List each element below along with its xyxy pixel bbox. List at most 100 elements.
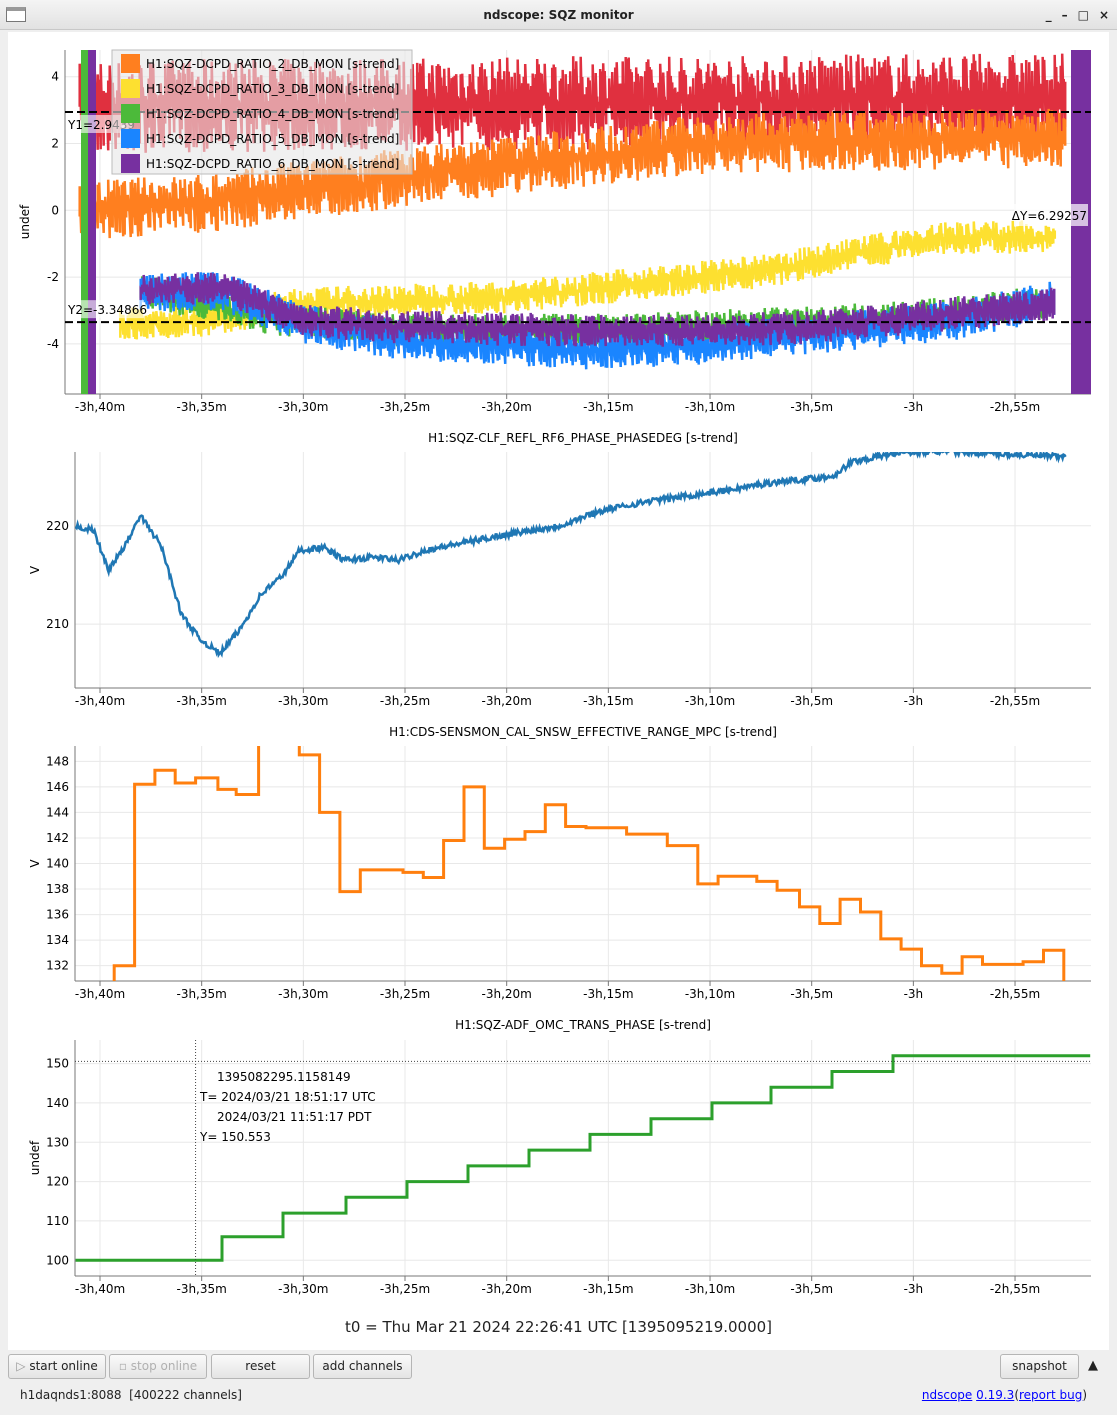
x-tick-label: -3h,35m	[176, 400, 226, 414]
y-tick-label: 136	[46, 908, 69, 922]
x-tick-label: -3h,35m	[176, 987, 226, 1001]
crosshair-pdt: 2024/03/21 11:51:17 PDT	[217, 1110, 372, 1124]
series-group	[75, 1054, 1091, 1262]
play-icon: ▷	[16, 1359, 30, 1373]
cursor-label-y2: Y2=-3.34866	[67, 303, 147, 317]
series-trace	[75, 452, 1067, 659]
y-axis-label: undef	[18, 204, 32, 239]
version-link[interactable]: 0.19.3	[976, 1388, 1015, 1402]
legend-swatch	[121, 54, 140, 73]
y-tick-label: 0	[51, 203, 59, 217]
x-tick-label: -2h,55m	[990, 1282, 1040, 1296]
collapse-arrow-icon[interactable]: ▲	[1088, 1358, 1098, 1373]
x-tick-label: -3h,15m	[583, 1282, 633, 1296]
plot-title: H1:SQZ-CLF_REFL_RF6_PHASE_PHASEDEG [s-tr…	[428, 431, 738, 445]
legend-box	[111, 49, 413, 175]
x-tick-label: -3h,15m	[583, 694, 633, 708]
y-tick-label: -4	[47, 337, 59, 351]
edge-spike	[81, 50, 89, 394]
paren: )	[1082, 1388, 1087, 1402]
x-tick-label: -2h,55m	[990, 694, 1040, 708]
x-tick-label: -3h,5m	[790, 1282, 833, 1296]
window-title: ndscope: SQZ monitor	[483, 8, 634, 22]
y-tick-label: 140	[46, 857, 69, 871]
server-status: h1daqnds1:8088 [400222 channels]	[20, 1388, 242, 1402]
x-tick-label: -3h,25m	[380, 987, 430, 1001]
delta-label-bg	[1014, 204, 1088, 226]
series-group	[75, 452, 1067, 659]
y-tick-label: -2	[47, 270, 59, 284]
y-tick-label: 140	[46, 1096, 69, 1110]
crosshair-utc: T= 2024/03/21 18:51:17 UTC	[199, 1090, 376, 1104]
x-tick-label: -3h,20m	[482, 987, 532, 1001]
maximize-button[interactable]: □	[1077, 8, 1089, 22]
y-axis-label: V	[28, 859, 42, 868]
y-axis-label: V	[28, 565, 42, 574]
x-tick-label: -3h,35m	[176, 694, 226, 708]
cursor-label-bg	[66, 300, 144, 319]
y-tick-label: 210	[46, 617, 69, 631]
x-tick-label: -3h,10m	[685, 400, 735, 414]
x-tick-label: -3h,5m	[790, 694, 833, 708]
ndscope-link[interactable]: ndscope	[921, 1388, 973, 1402]
stop-online-button: ▫ stop online	[109, 1354, 207, 1379]
plot-1: -3h,40m -3h,35m -3h,30m -3h,25m -3h,20m -3h,1…	[18, 49, 1091, 414]
x-tick-label: -3h,40m	[75, 1282, 125, 1296]
version-info: ndscope 0.19.3(report bug)	[922, 1388, 1087, 1402]
plot-canvas[interactable]	[8, 32, 1109, 1350]
x-tick-label: -3h,10m	[685, 1282, 735, 1296]
y-tick-label: 100	[46, 1253, 69, 1267]
x-tick-label: -2h,55m	[990, 400, 1040, 414]
x-tick-label: -3h,40m	[75, 694, 125, 708]
x-tick-label: -3h,10m	[685, 987, 735, 1001]
x-tick-label: -3h,5m	[790, 400, 833, 414]
x-tick-label: -3h	[904, 400, 924, 414]
y-axis-label: undef	[28, 1140, 42, 1175]
x-tick-label: -3h	[904, 694, 924, 708]
x-tick-label: -3h,40m	[75, 987, 125, 1001]
start-online-button[interactable]: ▷ start online	[8, 1354, 106, 1379]
legend-entry: H1:SQZ-DCPD_RATIO_3_DB_MON [s-trend]	[146, 82, 399, 96]
x-tick-label: -3h	[904, 987, 924, 1001]
add-channels-button[interactable]: add channels	[313, 1354, 412, 1379]
series-trace	[112, 746, 1066, 981]
edge-spike	[88, 50, 96, 394]
series-trace	[75, 1054, 1091, 1262]
y-tick-label: 130	[46, 1135, 69, 1149]
y-tick-label: 132	[46, 959, 69, 973]
x-tick-label: -3h,35m	[176, 1282, 226, 1296]
x-tick-label: -3h	[904, 1282, 924, 1296]
y-tick-label: 146	[46, 780, 69, 794]
x-tick-label: -3h,30m	[278, 1282, 328, 1296]
series-trace-2	[78, 108, 1067, 239]
y-tick-label: 138	[46, 882, 69, 896]
snapshot-button[interactable]: snapshot	[1000, 1354, 1079, 1379]
plots-area[interactable]: -3h,40m -3h,35m -3h,30m -3h,25m -3h,20m -3h,1…	[0, 0, 1117, 1350]
plot-3: H1:CDS-SENSMON_CAL_SNSW_EFFECTIVE_RANGE_…	[28, 725, 1091, 1001]
y-tick-label: 4	[51, 70, 59, 84]
y-tick-label: 134	[46, 933, 69, 947]
shade-button[interactable]: _	[1045, 8, 1052, 22]
x-tick-label: -3h,15m	[583, 987, 633, 1001]
legend-entry: H1:SQZ-DCPD_RATIO_2_DB_MON [s-trend]	[146, 57, 399, 71]
cursor-delta-label: ΔY=6.29257	[1012, 209, 1087, 223]
x-tick-label: -2h,55m	[990, 987, 1040, 1001]
legend-swatch	[121, 79, 140, 98]
x-tick-label: -3h,10m	[685, 694, 735, 708]
minimize-button[interactable]: –	[1061, 8, 1068, 22]
y-tick-label: 142	[46, 831, 69, 845]
stop-icon: ▫	[118, 1359, 131, 1373]
y-tick-label: 220	[46, 519, 69, 533]
y-tick-label: 150	[46, 1057, 69, 1071]
x-tick-label: -3h,25m	[380, 694, 430, 708]
close-button[interactable]: ×	[1098, 8, 1109, 22]
x-tick-label: -3h,20m	[482, 400, 532, 414]
paren: (	[1014, 1388, 1019, 1402]
x-tick-label: -3h,20m	[482, 694, 532, 708]
reset-button[interactable]: reset	[211, 1354, 310, 1379]
plot-2: H1:SQZ-CLF_REFL_RF6_PHASE_PHASEDEG [s-tr…	[28, 431, 1091, 708]
report-bug-link[interactable]: report bug	[1019, 1388, 1083, 1402]
legend-swatch	[121, 104, 140, 123]
y-tick-label: 148	[46, 754, 69, 768]
legend-swatch	[121, 129, 140, 148]
